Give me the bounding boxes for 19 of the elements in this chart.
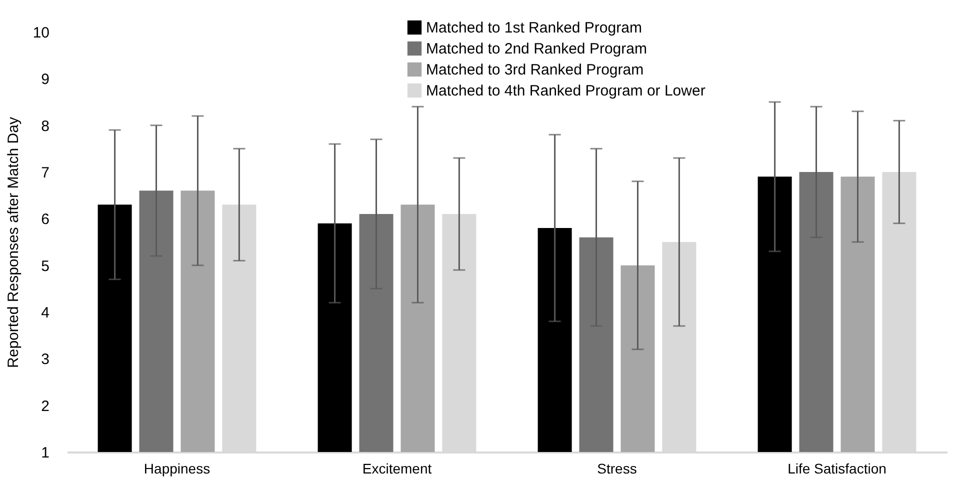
y-tick-label: 2 — [41, 398, 50, 415]
y-tick-label: 3 — [41, 351, 50, 368]
y-axis-title: Reported Responses after Match Day — [4, 116, 22, 368]
y-tick-label: 7 — [41, 164, 50, 182]
y-tick-label: 5 — [41, 258, 50, 275]
y-tick-label: 8 — [41, 118, 50, 135]
y-tick-label: 4 — [41, 304, 50, 322]
legend-label: Matched to 3rd Ranked Program — [426, 62, 644, 78]
legend-label: Matched to 4th Ranked Program or Lower — [426, 82, 706, 100]
x-tick-label: Excitement — [362, 460, 432, 476]
y-tick-label: 10 — [32, 24, 50, 42]
x-tick-label: Stress — [597, 460, 637, 476]
y-tick-label: 9 — [41, 71, 50, 88]
x-tick-label: Happiness — [144, 460, 210, 476]
y-tick-label: 1 — [41, 444, 50, 462]
x-tick-label: Life Satisfaction — [788, 460, 886, 476]
legend-label: Matched to 1st Ranked Program — [426, 20, 642, 36]
y-tick-label: 6 — [41, 211, 50, 228]
legend-label: Matched to 2nd Ranked Program — [426, 40, 647, 58]
